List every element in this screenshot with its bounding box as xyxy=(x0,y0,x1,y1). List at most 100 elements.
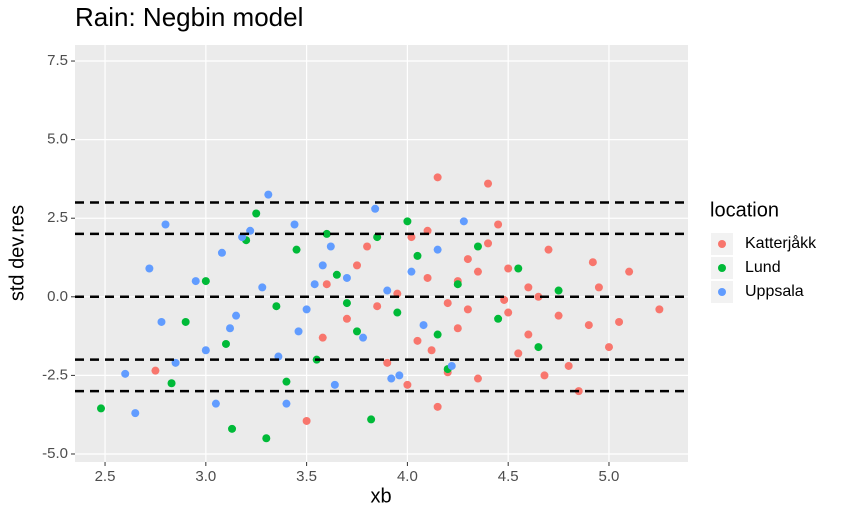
point xyxy=(282,377,291,386)
point xyxy=(564,361,573,370)
point xyxy=(484,239,493,248)
point xyxy=(167,379,176,388)
point xyxy=(258,283,267,292)
legend-title: location xyxy=(710,199,779,221)
point xyxy=(342,299,351,308)
point xyxy=(322,229,331,238)
point xyxy=(326,242,335,251)
point xyxy=(151,366,160,375)
point xyxy=(540,371,549,380)
point xyxy=(604,343,613,352)
point xyxy=(359,333,368,342)
x-axis-title: xb xyxy=(370,485,391,507)
point xyxy=(544,245,553,254)
point xyxy=(655,305,664,314)
y-tick-label: 7.5 xyxy=(47,52,68,69)
point xyxy=(201,277,210,286)
point xyxy=(625,267,634,276)
point xyxy=(407,267,416,276)
y-tick-label: 0.0 xyxy=(47,288,68,305)
point xyxy=(292,245,301,254)
point xyxy=(395,371,404,380)
point xyxy=(272,302,281,311)
plot-background xyxy=(75,45,688,462)
point xyxy=(145,264,154,273)
point xyxy=(201,346,210,355)
point xyxy=(342,273,351,282)
legend-marker xyxy=(718,288,726,296)
point xyxy=(373,302,382,311)
point xyxy=(318,261,327,270)
point xyxy=(226,324,235,333)
point xyxy=(383,286,392,295)
point xyxy=(217,248,226,257)
point xyxy=(264,190,273,199)
point xyxy=(332,270,341,279)
point xyxy=(588,258,597,267)
point xyxy=(615,317,624,326)
point xyxy=(363,242,372,251)
point xyxy=(383,358,392,367)
point xyxy=(211,399,220,408)
point xyxy=(459,217,468,226)
point xyxy=(228,424,237,433)
point xyxy=(232,311,241,320)
point xyxy=(191,277,200,286)
point xyxy=(290,220,299,229)
point xyxy=(433,245,442,254)
point xyxy=(121,369,130,378)
point xyxy=(423,273,432,282)
x-tick-label: 3.5 xyxy=(296,468,317,485)
point xyxy=(447,361,456,370)
point xyxy=(453,280,462,289)
y-tick-label: -5.0 xyxy=(42,445,68,462)
point xyxy=(161,220,170,229)
point xyxy=(419,321,428,330)
point xyxy=(514,264,523,273)
point xyxy=(342,314,351,323)
point xyxy=(433,173,442,182)
point xyxy=(221,339,230,348)
point xyxy=(282,399,291,408)
point xyxy=(494,314,503,323)
point xyxy=(433,402,442,411)
point xyxy=(413,251,422,260)
point xyxy=(473,374,482,383)
point xyxy=(594,283,603,292)
y-tick-label: 2.5 xyxy=(47,209,68,226)
y-tick-label: -2.5 xyxy=(42,366,68,383)
x-tick-label: 4.5 xyxy=(498,468,519,485)
x-tick-label: 4.0 xyxy=(397,468,418,485)
point xyxy=(310,280,319,289)
point xyxy=(484,179,493,188)
point xyxy=(524,330,533,339)
point xyxy=(504,308,513,317)
point xyxy=(262,434,271,443)
legend-label: Uppsala xyxy=(745,283,804,300)
point xyxy=(302,305,311,314)
point xyxy=(584,321,593,330)
point xyxy=(554,286,563,295)
point xyxy=(453,324,462,333)
x-tick-label: 3.0 xyxy=(195,468,216,485)
point xyxy=(353,327,362,336)
point xyxy=(131,409,140,418)
point xyxy=(371,204,380,213)
legend-marker xyxy=(718,240,726,248)
legend-label: Katterjåkk xyxy=(745,234,817,252)
point xyxy=(181,317,190,326)
point xyxy=(554,311,563,320)
point xyxy=(534,292,543,301)
point xyxy=(252,209,261,218)
x-tick-label: 2.5 xyxy=(95,468,116,485)
point xyxy=(463,305,472,314)
point xyxy=(294,327,303,336)
y-axis-title: std dev.res xyxy=(6,205,28,301)
legend-marker xyxy=(718,264,726,272)
point xyxy=(330,380,339,389)
point xyxy=(157,317,166,326)
point xyxy=(97,404,106,413)
point xyxy=(504,264,513,273)
point xyxy=(403,217,412,226)
